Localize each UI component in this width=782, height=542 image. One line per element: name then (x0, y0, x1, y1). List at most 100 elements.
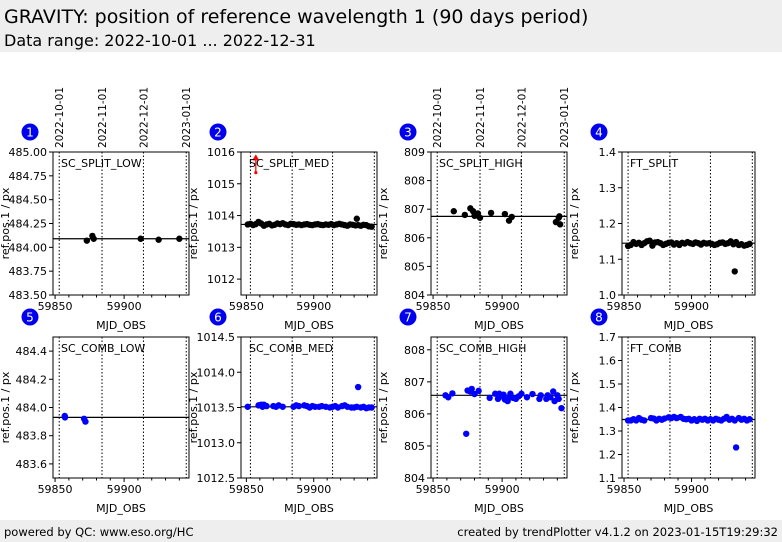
data-point (556, 221, 564, 228)
axes-frame (240, 151, 378, 296)
y-axis-label: ref.pos.1 / px (377, 187, 390, 259)
y-tick-label: 483.50 (9, 289, 48, 302)
y-tick-label: 483.8 (16, 430, 48, 443)
x-tick-label: 59900 (296, 300, 331, 313)
y-tick-label: 805 (404, 440, 425, 453)
y-tick-label: 1016 (207, 146, 235, 159)
x-axis-label: MJD_OBS (474, 319, 524, 332)
data-point (476, 214, 484, 221)
panel-label: SC_COMB_LOW (61, 342, 145, 355)
x-tick-label: 59850 (607, 483, 642, 496)
y-tick-label: 484.75 (9, 170, 48, 183)
y-tick-label: 1.3 (599, 425, 617, 438)
data-point (279, 403, 286, 410)
panel-number: 5 (26, 311, 34, 325)
panel-number: 1 (26, 126, 34, 140)
panel-1: 2022-10-01 2022-11-01 2022-12-01 2023-01-01… (0, 87, 193, 332)
y-tick-label: 809 (404, 146, 425, 159)
x-tick-label: 59900 (485, 300, 520, 313)
y-tick-label: 1014.5 (197, 331, 236, 344)
x-axis-label: MJD_OBS (474, 502, 524, 515)
y-tick-label: 483.75 (9, 265, 48, 278)
y-tick-label: 1.4 (599, 146, 617, 159)
x-axis-label: MJD_OBS (284, 502, 334, 515)
x-tick-label: 59850 (416, 300, 451, 313)
y-tick-label: 808 (404, 344, 425, 357)
y-tick-label: 1013.5 (197, 402, 236, 415)
date-tick-label: 2023-01-01 (559, 87, 571, 148)
data-point (354, 383, 362, 391)
data-point (244, 403, 251, 410)
x-axis-label: MJD_OBS (664, 319, 714, 332)
axes-frame (430, 151, 568, 296)
y-tick-label: 1013.0 (197, 437, 236, 450)
data-point (555, 395, 562, 403)
y-tick-label: 1.0 (599, 289, 617, 302)
date-tick-label: 2022-11-01 (97, 87, 109, 148)
data-point (500, 391, 507, 398)
data-point (83, 237, 91, 244)
date-tick-label: 2022-12-01 (516, 87, 528, 148)
panel-label: SC_SPLIT_MED (249, 157, 329, 170)
y-tick-label: 806 (404, 232, 425, 245)
y-tick-label: 807 (404, 203, 425, 216)
panel-number: 4 (595, 126, 603, 140)
data-point (537, 392, 544, 399)
y-tick-label: 1012.5 (197, 472, 236, 485)
footer-powered-by: powered by QC: www.eso.org/HC (4, 525, 194, 539)
data-point (368, 404, 375, 411)
header: GRAVITY: position of reference wavelengt… (0, 0, 782, 52)
panel-number: 6 (214, 311, 222, 325)
x-tick-label: 59900 (296, 483, 331, 496)
outlier-marker (252, 154, 260, 161)
panel-number: 3 (404, 126, 412, 140)
y-tick-label: 1012 (207, 273, 235, 286)
panel-label: FT_COMB (630, 342, 682, 355)
x-tick-label: 59900 (485, 483, 520, 496)
panel-label: SC_COMB_HIGH (439, 342, 526, 355)
axes-frame (621, 336, 756, 479)
date-tick-label: 2022-11-01 (475, 87, 487, 148)
y-tick-label: 484.0 (16, 402, 48, 415)
x-tick-label: 59900 (107, 300, 142, 313)
data-point (176, 235, 183, 242)
data-point (449, 390, 456, 397)
panel-7: 59850 59900 804 805 806 807 808 MJD_OBS ref.pos.… (377, 308, 568, 515)
data-point (549, 388, 557, 395)
axes-frame (430, 336, 568, 479)
x-tick-label: 59900 (674, 300, 709, 313)
x-axis-label: MJD_OBS (664, 502, 714, 515)
y-axis-label: ref.pos.1 / px (568, 187, 581, 259)
panel-label: SC_SPLIT_LOW (61, 157, 142, 170)
footer-created-by: created by trendPlotter v4.1.2 on 2023-0… (457, 525, 778, 539)
y-tick-label: 1.4 (599, 402, 617, 415)
data-point (445, 394, 452, 401)
data-point (353, 215, 361, 222)
data-point (518, 390, 525, 397)
data-point (641, 417, 648, 424)
page-title: GRAVITY: position of reference wavelengt… (4, 6, 589, 28)
data-point (450, 208, 457, 215)
footer: powered by QC: www.eso.org/HC created by… (0, 520, 782, 542)
y-axis-label: ref.pos.1 / px (377, 371, 390, 443)
data-point (90, 235, 97, 242)
panel-number-badge (209, 123, 227, 141)
data-point (137, 235, 144, 242)
data-point (263, 402, 270, 410)
date-tick-label: 2022-12-01 (138, 87, 150, 148)
data-point (732, 444, 740, 451)
y-tick-label: 1015 (207, 178, 235, 191)
panel-number-badge (399, 308, 417, 326)
y-tick-label: 804 (404, 289, 425, 302)
panel-label: SC_SPLIT_HIGH (439, 157, 523, 170)
panel-number: 8 (595, 311, 603, 325)
y-tick-label: 1013 (207, 241, 235, 254)
data-point (746, 416, 753, 423)
panel-5: 59850 59900 483.6 483.8 484.0 484.2 484.4 MJD_O… (0, 308, 190, 515)
panel-number-badge (21, 308, 39, 326)
data-point (155, 236, 162, 243)
panel-number-badge (590, 308, 608, 326)
y-tick-label: 805 (404, 260, 425, 273)
y-tick-label: 484.50 (9, 194, 48, 207)
data-point (475, 387, 482, 395)
